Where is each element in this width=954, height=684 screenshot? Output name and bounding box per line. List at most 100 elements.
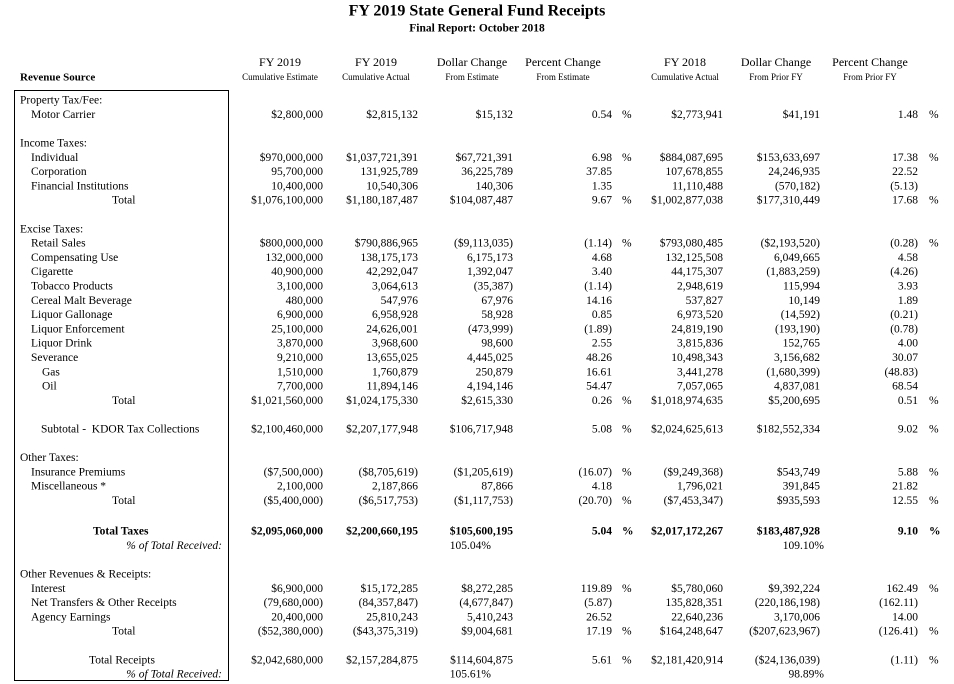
column-header: FY 2019 [259, 55, 301, 69]
share-label: % of Total Received: [126, 540, 222, 552]
column-subheader: From Prior FY [749, 72, 803, 82]
cell-value: (126.41) [879, 626, 918, 638]
cell-value: $2,157,284,875 [346, 653, 418, 666]
cell-value: 4,445,025 [467, 352, 513, 364]
share-label: % of Total Received: [126, 669, 222, 681]
cell-value: 10,498,343 [671, 352, 723, 364]
column-header: FY 2018 [664, 55, 706, 69]
cell-value: 3,170,006 [774, 611, 820, 623]
cell-value: $543,749 [777, 465, 820, 478]
cell-value: 24,246,935 [768, 166, 820, 178]
cell-value: 9.10 [898, 526, 918, 538]
cell-value: 2.55 [592, 338, 612, 350]
row-label: Liquor Enforcement [31, 323, 125, 335]
row-label: Financial Institutions [31, 180, 129, 192]
cell-value: 7,700,000 [277, 381, 323, 393]
cell-value: ($1,117,753) [454, 494, 513, 507]
cell-value: 537,827 [686, 295, 724, 307]
cell-value: $105,600,195 [450, 525, 514, 538]
cell-value: $884,087,695 [660, 151, 724, 164]
cell-value: 3,100,000 [277, 281, 323, 293]
cell-value: 17.19 [586, 626, 612, 638]
cell-value: (570,182) [775, 180, 820, 192]
cell-value: 480,000 [286, 295, 324, 307]
cell-value: $2,024,625,613 [651, 423, 723, 436]
cell-value: $790,886,965 [355, 237, 419, 250]
cell-value: 1,796,021 [677, 481, 723, 493]
cell-value: 4,837,081 [774, 381, 820, 393]
cell-value: (1.11) [891, 654, 919, 666]
column-subheader: Cumulative Estimate [242, 72, 318, 82]
column-subheader: From Prior FY [843, 72, 897, 82]
cell-value: (4.26) [890, 266, 918, 278]
cell-value: (162.11) [879, 597, 918, 609]
cell-value: 87,866 [481, 481, 513, 493]
row-label: Insurance Premiums [31, 466, 126, 478]
column-header: FY 2019 [355, 55, 397, 69]
cell-unit: % [929, 195, 939, 207]
cell-unit: % [929, 495, 939, 507]
cell-value: $2,815,132 [366, 108, 418, 121]
cell-value: 1,392,047 [467, 266, 513, 278]
cell-value: 68.54 [892, 381, 918, 393]
cell-value: 11,894,146 [367, 381, 419, 393]
cell-value: (473,999) [468, 323, 513, 335]
cell-value: 21.82 [892, 481, 918, 493]
cell-value: $1,180,187,487 [346, 194, 418, 207]
cell-value: 44,175,307 [671, 266, 723, 278]
label-box [14, 90, 229, 681]
cell-value: (84,357,847) [359, 597, 419, 609]
cell-value: (0.21) [890, 309, 918, 321]
cell-value: 2,187,866 [372, 481, 418, 493]
cell-value: 30.07 [892, 352, 918, 364]
cell-value: $9,392,224 [768, 582, 820, 595]
row-label: Total Receipts [89, 654, 155, 666]
cell-value: 138,175,173 [361, 252, 419, 264]
cell-unit: % [929, 152, 939, 164]
cell-value: 135,828,351 [666, 597, 724, 609]
row-label: Total [112, 495, 135, 507]
cell-value: $177,310,449 [757, 194, 821, 207]
row-label: Cigarette [31, 266, 73, 278]
row-label: Agency Earnings [31, 611, 111, 623]
cell-value: $15,172,285 [361, 582, 419, 595]
cell-value: 1,760,879 [372, 366, 418, 378]
cell-value: (4,677,847) [459, 597, 513, 609]
cell-value: 119.89 [581, 583, 612, 595]
cell-value: 5,410,243 [467, 611, 513, 623]
cell-value: 0.85 [592, 309, 612, 321]
cell-unit: % [622, 583, 632, 595]
cell-value: ($9,113,035) [454, 237, 513, 250]
cell-value: 24,626,001 [366, 323, 418, 335]
row-label: Liquor Drink [31, 338, 92, 350]
row-label: Total [112, 395, 135, 407]
cell-value: 26.52 [586, 611, 612, 623]
section-heading: Income Taxes: [20, 138, 87, 150]
row-label: Total [112, 195, 135, 207]
cell-value: (0.78) [890, 323, 918, 335]
cell-value: 4.00 [898, 338, 918, 350]
share-value: 109.10% [783, 540, 825, 552]
cell-value: $164,248,647 [660, 625, 724, 638]
cell-unit: % [622, 424, 632, 436]
cell-value: ($5,400,000) [264, 494, 324, 507]
cell-value: (1.14) [584, 238, 612, 250]
cell-value: 3,441,278 [677, 366, 723, 378]
cell-value: ($1,205,619) [454, 465, 514, 478]
cell-value: $182,552,334 [757, 423, 821, 436]
cell-value: $2,100,460,000 [251, 423, 323, 436]
row-label: Total [112, 626, 135, 638]
cell-unit: % [622, 395, 632, 407]
cell-value: (5.87) [584, 597, 612, 609]
cell-value: $800,000,000 [260, 237, 324, 250]
column-header: Dollar Change [741, 55, 811, 69]
cell-value: $2,773,941 [671, 108, 723, 121]
cell-value: 4,194,146 [467, 381, 513, 393]
cell-value: 13,655,025 [366, 352, 418, 364]
cell-value: 5.04 [592, 526, 612, 538]
cell-value: $970,000,000 [260, 151, 324, 164]
cell-value: 10,400,000 [271, 180, 323, 192]
cell-value: $1,021,560,000 [251, 394, 323, 407]
cell-value: (35,387) [474, 281, 513, 293]
cell-value: 5.88 [898, 466, 918, 478]
